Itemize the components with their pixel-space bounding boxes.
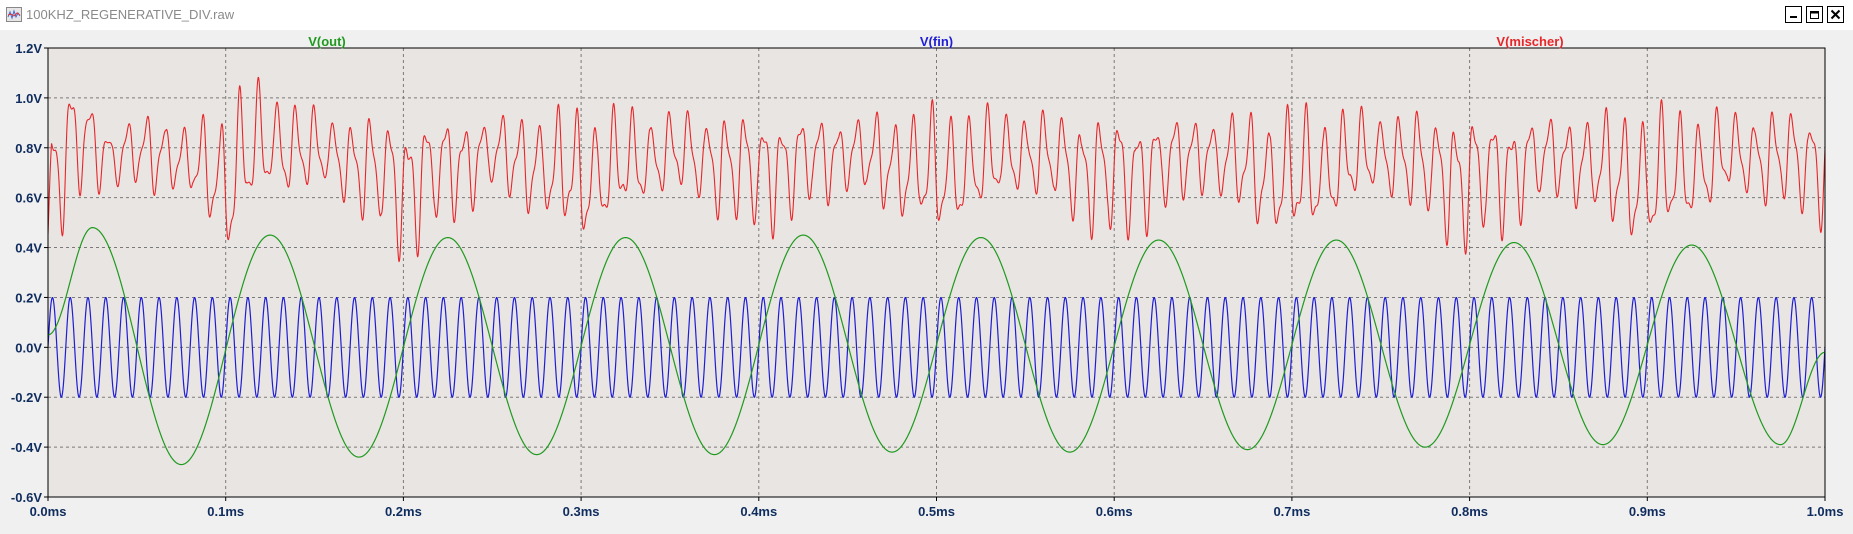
x-tick-label: 0.1ms — [207, 504, 244, 519]
restore-button[interactable] — [1806, 6, 1823, 23]
y-tick-label: 0.8V — [15, 141, 42, 156]
x-tick-label: 0.9ms — [1629, 504, 1666, 519]
series-line-vfin — [48, 296, 1825, 398]
legend: V(out) V(fin) V(mischer) — [308, 34, 1563, 49]
close-button[interactable] — [1827, 6, 1844, 23]
y-tick-label: -0.2V — [11, 390, 42, 405]
x-tick-label: 0.5ms — [918, 504, 955, 519]
minimize-button[interactable] — [1785, 6, 1802, 23]
series-line-vout — [48, 226, 1825, 466]
legend-entry-vfin: V(fin) — [920, 34, 953, 49]
legend-entry-vmischer: V(mischer) — [1496, 34, 1563, 49]
series-line-vmischer — [48, 76, 1825, 263]
traces — [48, 76, 1825, 466]
x-tick-label: 0.4ms — [740, 504, 777, 519]
x-tick-label: 0.0ms — [30, 504, 67, 519]
x-tick-label: 0.7ms — [1273, 504, 1310, 519]
minimize-icon — [1790, 16, 1797, 18]
window-title: 100KHZ_REGENERATIVE_DIV.raw — [26, 7, 235, 22]
restore-icon — [1810, 11, 1819, 19]
x-tick-label: 0.8ms — [1451, 504, 1488, 519]
y-tick-label: 0.6V — [15, 191, 42, 206]
x-tick-label: 1.0ms — [1807, 504, 1844, 519]
plot-area[interactable]: 0.0ms 0.1ms 0.2ms 0.3ms 0.4ms 0.5ms 0.6ms 0.7ms… — [0, 30, 1853, 534]
legend-entry-vout: V(out) — [308, 34, 346, 49]
close-icon — [1830, 9, 1841, 20]
y-tick-label: -0.6V — [11, 490, 42, 505]
waveform-file-icon — [6, 7, 22, 22]
x-tick-label: 0.6ms — [1096, 504, 1133, 519]
x-tick-label: 0.3ms — [563, 504, 600, 519]
title-bar[interactable]: 100KHZ_REGENERATIVE_DIV.raw — [0, 0, 1853, 31]
y-tick-label: 0.4V — [15, 241, 42, 256]
y-tick-label: -0.4V — [11, 440, 42, 455]
grid-lines — [48, 48, 1825, 497]
y-axis-labels: 1.2V 1.0V 0.8V 0.6V 0.4V 0.2V 0.0V -0.2V -0.4V -0… — [11, 41, 48, 505]
y-tick-label: 1.2V — [15, 41, 42, 56]
waveform-chart[interactable]: 0.0ms 0.1ms 0.2ms 0.3ms 0.4ms 0.5ms 0.6ms 0.7ms… — [0, 30, 1853, 534]
y-tick-label: 0.0V — [15, 340, 42, 355]
y-tick-label: 1.0V — [15, 91, 42, 106]
x-tick-label: 0.2ms — [385, 504, 422, 519]
y-tick-label: 0.2V — [15, 290, 42, 305]
x-axis-labels: 0.0ms 0.1ms 0.2ms 0.3ms 0.4ms 0.5ms 0.6ms 0.7ms… — [30, 497, 1844, 519]
